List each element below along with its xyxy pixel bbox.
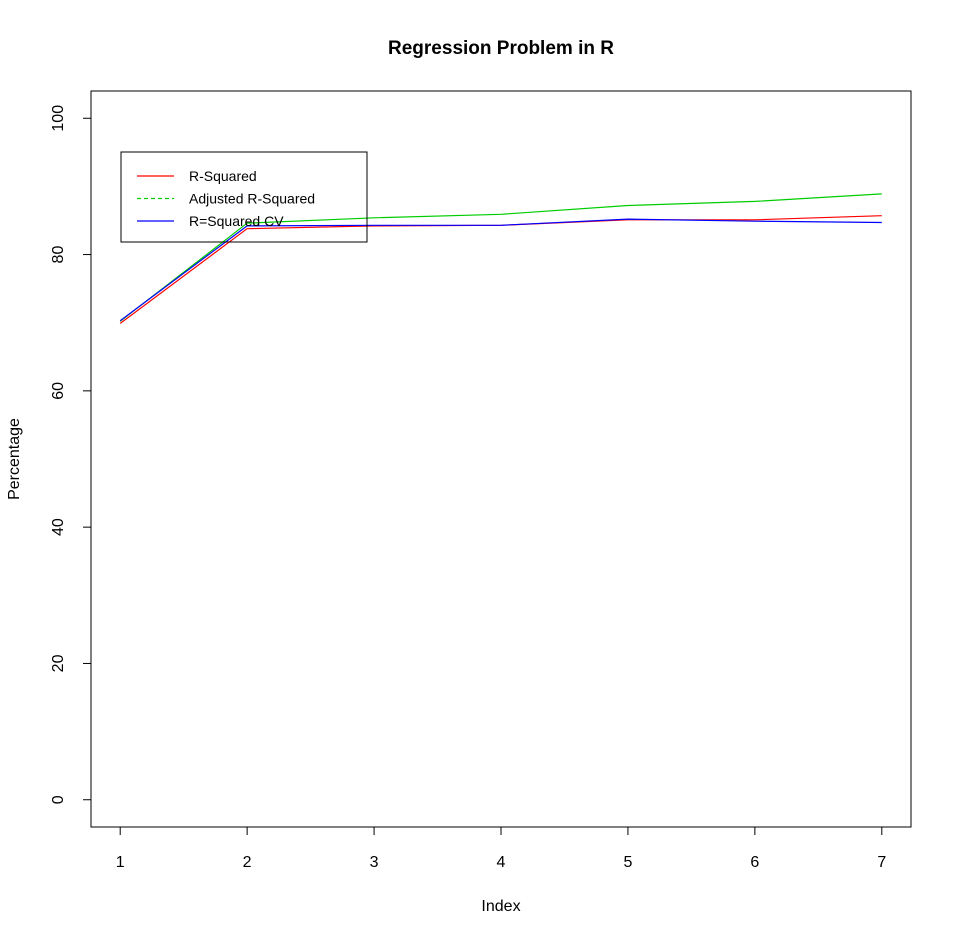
legend-label: R-Squared <box>189 168 257 184</box>
y-axis: 0 20 40 60 80 100 <box>50 105 92 804</box>
legend-label: R=Squared CV <box>189 213 284 229</box>
x-tick-label: 5 <box>623 854 632 871</box>
y-axis-label: Percentage <box>6 418 23 500</box>
x-tick-label: 2 <box>243 854 252 871</box>
legend: R-Squared Adjusted R-Squared R=Squared CV <box>120 151 368 243</box>
chart-title: Regression Problem in R <box>388 38 614 59</box>
series-line-3 <box>119 218 882 322</box>
x-tick-label: 7 <box>877 854 886 871</box>
y-tick-label: 40 <box>50 518 67 536</box>
series-layer <box>119 193 882 324</box>
y-tick-label: 60 <box>50 382 67 400</box>
x-axis-label: Index <box>481 898 520 915</box>
x-tick-label: 3 <box>370 854 379 871</box>
y-tick-label: 100 <box>50 105 67 132</box>
legend-label: Adjusted R-Squared <box>189 191 315 207</box>
y-tick-label: 80 <box>50 246 67 264</box>
y-tick-label: 20 <box>50 654 67 672</box>
series-line-1 <box>119 215 882 324</box>
x-tick-label: 4 <box>497 854 506 871</box>
x-tick-label: 1 <box>116 854 125 871</box>
x-axis: 1 2 3 4 5 6 7 <box>116 826 886 871</box>
legend-box <box>120 151 368 243</box>
y-tick-label: 0 <box>50 795 67 804</box>
series-line-2 <box>119 193 882 322</box>
x-tick-label: 6 <box>750 854 759 871</box>
